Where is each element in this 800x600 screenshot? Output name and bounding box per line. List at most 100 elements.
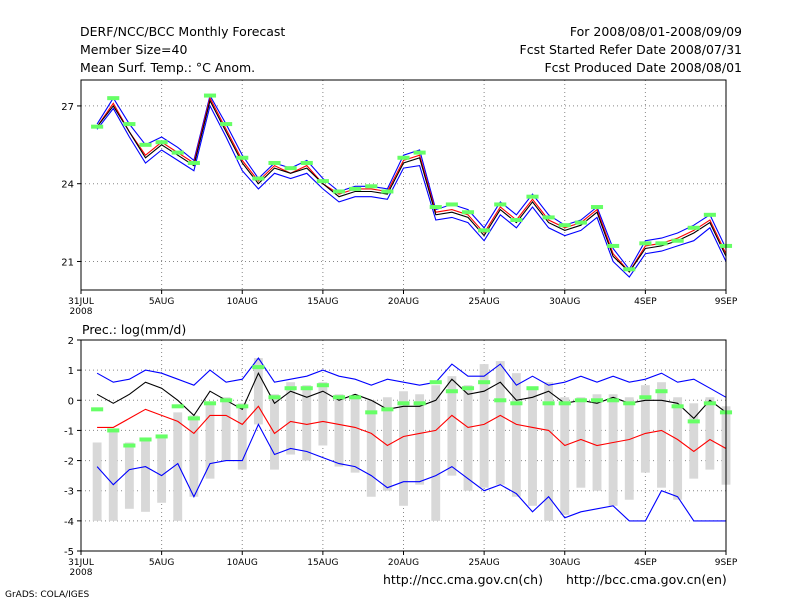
- prec-range-bar: [399, 391, 408, 506]
- temp-marker: [171, 150, 184, 155]
- temp-marker: [268, 160, 281, 165]
- temp-marker: [107, 96, 120, 101]
- prec-marker: [494, 398, 507, 403]
- prec-marker: [381, 407, 394, 412]
- prec-x-tick-label: 31JUL: [68, 558, 94, 568]
- precipitation-title: Prec.: log(mm/d): [82, 322, 186, 337]
- prec-range-bar: [544, 382, 554, 521]
- temp-marker: [623, 267, 636, 272]
- prec-y-tick-label: -5: [64, 547, 74, 558]
- temp-marker: [203, 93, 217, 98]
- grads-credit: GrADS: COLA/IGES: [5, 590, 89, 600]
- prec-series-lower: [96, 423, 726, 522]
- prec-marker: [155, 434, 168, 439]
- temp-y-tick-label: 27: [61, 102, 74, 113]
- temp-marker: [478, 228, 491, 233]
- temp-marker: [332, 189, 346, 194]
- temp-marker: [510, 218, 523, 222]
- prec-x-tick-label: 30AUG: [549, 558, 580, 568]
- prec-marker: [332, 395, 346, 400]
- prec-range-bar: [624, 397, 634, 500]
- temp-x-tick-label: 31JUL: [68, 297, 94, 307]
- temp-marker: [429, 205, 442, 210]
- prec-range-bar: [221, 397, 231, 461]
- prec-series-mid: [97, 405, 727, 453]
- temp-x-tick-label: 9SEP: [715, 297, 738, 307]
- prec-marker: [91, 407, 104, 412]
- prec-range-bar: [124, 442, 134, 509]
- temp-marker: [349, 186, 362, 191]
- prec-marker: [429, 380, 442, 385]
- prec-marker: [203, 401, 217, 406]
- prec-marker: [123, 443, 136, 448]
- prec-marker: [526, 386, 539, 391]
- prec-range-bar: [463, 385, 473, 491]
- prec-y-tick-label: -3: [64, 487, 74, 498]
- prec-range-bar: [447, 376, 457, 476]
- temp-marker: [91, 124, 104, 129]
- temp-marker: [365, 184, 378, 189]
- prec-range-bar: [108, 430, 118, 521]
- prec-marker: [316, 383, 329, 388]
- temp-x-year-label: 2008: [70, 307, 93, 317]
- prec-range-bar: [237, 403, 247, 470]
- temp-series-lower: [96, 104, 727, 278]
- prec-range-bar: [334, 394, 344, 467]
- temp-marker: [526, 194, 539, 199]
- prec-range-bar: [495, 361, 505, 485]
- prec-marker: [187, 416, 200, 421]
- temp-series-upper: [96, 94, 727, 271]
- prec-y-tick-label: -2: [64, 457, 74, 468]
- prec-marker: [607, 398, 620, 403]
- prec-range-bar: [673, 397, 683, 500]
- prec-range-bar: [366, 400, 376, 497]
- prec-range-bar: [318, 382, 328, 446]
- prec-range-bar: [302, 385, 312, 461]
- prec-range-bar: [189, 415, 199, 497]
- temp-series-mid: [96, 96, 727, 273]
- temp-x-tick-label: 30AUG: [549, 297, 580, 307]
- url-en-link[interactable]: http://bcc.cma.gov.cn(en): [566, 572, 727, 587]
- prec-marker: [655, 389, 668, 394]
- prec-marker: [365, 410, 378, 415]
- refer-date: Fcst Started Refer Date 2008/07/31: [519, 42, 743, 57]
- prec-y-tick-label: 1: [68, 366, 74, 377]
- temp-marker: [300, 160, 313, 165]
- prec-marker: [252, 365, 265, 370]
- prec-marker: [590, 398, 604, 403]
- prec-range-bar: [528, 388, 537, 506]
- prec-x-tick-label: 4SEP: [634, 558, 657, 568]
- produced-date: Fcst Produced Date 2008/08/01: [544, 60, 742, 75]
- prec-y-tick-label: 2: [68, 336, 74, 347]
- prec-range-bar: [657, 382, 666, 488]
- prec-y-tick-label: -4: [64, 517, 74, 528]
- prec-y-tick-label: -1: [64, 426, 74, 437]
- prec-marker: [510, 401, 523, 406]
- temp-marker: [381, 189, 394, 194]
- temp-marker: [220, 122, 233, 127]
- prec-range-bar: [141, 439, 150, 512]
- prec-range-bar: [173, 412, 183, 521]
- prec-x-tick-label: 15AUG: [307, 558, 338, 568]
- temp-marker: [558, 223, 571, 228]
- temp-marker: [139, 142, 152, 147]
- temp-marker: [155, 140, 168, 145]
- prec-range-bar: [560, 397, 570, 515]
- temp-marker: [590, 205, 604, 210]
- temp-y-tick-label: 24: [61, 180, 74, 191]
- prec-range-bar: [511, 373, 521, 497]
- prec-range-bar: [592, 394, 602, 491]
- prec-marker: [397, 401, 410, 406]
- prec-range-bar: [382, 397, 392, 491]
- prec-marker: [268, 395, 281, 400]
- temp-marker: [671, 238, 684, 243]
- prec-marker: [461, 386, 475, 391]
- url-ch-link[interactable]: http://ncc.cma.gov.cn(ch): [383, 572, 543, 587]
- temp-marker: [397, 155, 410, 160]
- prec-marker: [107, 428, 120, 433]
- member-size-label: Member Size=40: [80, 42, 188, 57]
- temp-marker: [445, 202, 458, 207]
- temp-x-tick-label: 4SEP: [634, 297, 657, 307]
- prec-range-bar: [157, 436, 167, 503]
- temp-marker: [542, 215, 555, 220]
